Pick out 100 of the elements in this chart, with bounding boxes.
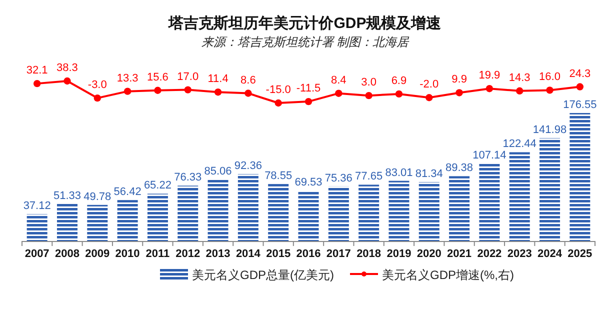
data-label: 122.44 — [502, 138, 536, 150]
data-label: 75.36 — [324, 172, 352, 184]
data-label: 51.33 — [53, 190, 81, 202]
bar — [358, 184, 380, 241]
point — [214, 88, 222, 96]
data-label: 69.53 — [294, 176, 322, 189]
data-label: 14.3 — [508, 72, 530, 84]
data-label: 6.9 — [391, 74, 407, 87]
legend: 美元名义GDP总量(亿美元) — [160, 268, 334, 282]
bar — [117, 200, 138, 241]
data-label: -11.5 — [296, 82, 321, 95]
bar — [388, 180, 410, 241]
x-tick-label: 2022 — [477, 248, 502, 260]
point — [576, 83, 584, 90]
bar — [238, 174, 258, 241]
legend: 美元名义GDP增速(%,右) — [350, 268, 514, 282]
data-label: 141.98 — [532, 124, 567, 136]
x-tick-label: 2008 — [54, 248, 80, 260]
x-tick-label: 2024 — [538, 248, 563, 260]
point — [516, 87, 524, 95]
data-label: 77.65 — [355, 170, 383, 183]
data-label: 13.3 — [116, 72, 138, 84]
data-label: 17.0 — [177, 70, 199, 83]
data-label: 3.0 — [361, 76, 376, 89]
bar — [328, 186, 349, 241]
bar — [418, 182, 440, 241]
bar — [570, 113, 590, 241]
x-tick-label: 2020 — [416, 248, 442, 260]
point — [244, 90, 252, 97]
x-tick-label: 2007 — [24, 248, 50, 260]
data-label: 107.14 — [472, 149, 506, 162]
bar — [298, 190, 319, 241]
bar — [479, 163, 500, 241]
point — [64, 77, 71, 85]
data-label: 32.1 — [26, 64, 48, 77]
bar — [208, 179, 228, 241]
data-label: 16.0 — [539, 71, 560, 84]
data-label: 89.38 — [446, 162, 474, 174]
point — [124, 88, 132, 95]
bar — [509, 152, 530, 241]
data-label: 8.6 — [240, 74, 256, 86]
point — [395, 90, 403, 98]
data-label: 65.22 — [144, 180, 172, 192]
point — [33, 80, 41, 88]
legend-label: 美元名义GDP增速(%,右) — [382, 268, 514, 282]
chart-subtitle: 来源：塔吉克斯坦统计署 制图：北海居 — [201, 35, 410, 49]
bar — [87, 204, 108, 241]
data-label: 176.55 — [563, 99, 597, 111]
x-tick-label: 2009 — [85, 248, 110, 260]
point — [546, 86, 554, 94]
x-tick-label: 2021 — [447, 248, 472, 260]
x-tick-label: 2019 — [386, 248, 412, 260]
data-label: -3.0 — [88, 79, 107, 92]
x-tick-label: 2012 — [176, 248, 200, 260]
point — [94, 94, 101, 102]
x-tick-label: 2018 — [356, 248, 382, 260]
bar — [147, 194, 168, 241]
bar — [178, 186, 198, 241]
point — [184, 86, 192, 94]
data-label: 78.55 — [264, 170, 292, 182]
point — [154, 86, 162, 94]
bar — [26, 214, 48, 241]
x-tick-label: 2017 — [326, 248, 351, 260]
bar — [268, 184, 289, 241]
point — [456, 89, 463, 96]
point — [486, 84, 494, 92]
data-label: 11.4 — [208, 73, 228, 86]
data-label: 15.6 — [147, 71, 168, 84]
data-label: -2.0 — [420, 78, 439, 91]
data-label: 83.01 — [385, 166, 413, 179]
data-label: -15.0 — [266, 84, 291, 96]
point — [365, 92, 372, 100]
data-label: 38.3 — [56, 62, 78, 74]
data-label: 81.34 — [415, 168, 443, 180]
data-label: 37.12 — [23, 200, 51, 212]
x-tick-label: 2023 — [507, 248, 532, 260]
data-label: 9.9 — [452, 74, 467, 86]
bar — [540, 138, 560, 241]
data-label: 8.4 — [331, 74, 346, 86]
x-tick-label: 2010 — [115, 248, 140, 260]
x-tick-label: 2015 — [266, 248, 291, 260]
point — [304, 98, 312, 106]
data-label: 92.36 — [234, 160, 262, 172]
point — [274, 99, 282, 107]
data-label: 24.3 — [569, 68, 591, 80]
bar — [449, 176, 470, 241]
x-tick-label: 2025 — [568, 248, 592, 260]
point — [335, 90, 342, 97]
x-tick-label: 2016 — [296, 248, 321, 260]
data-label: 76.33 — [174, 172, 202, 184]
data-label: 56.42 — [114, 186, 142, 198]
x-tick-label: 2013 — [206, 248, 230, 260]
data-label: 19.9 — [478, 70, 500, 82]
chart-title: 塔吉克斯坦历年美元计价GDP规模及增速 — [168, 14, 442, 32]
x-tick-label: 2014 — [236, 248, 262, 260]
bar — [56, 204, 78, 241]
x-tick-label: 2011 — [146, 248, 170, 260]
point — [426, 94, 433, 102]
data-label: 85.06 — [204, 165, 232, 178]
data-label: 49.78 — [84, 190, 112, 203]
